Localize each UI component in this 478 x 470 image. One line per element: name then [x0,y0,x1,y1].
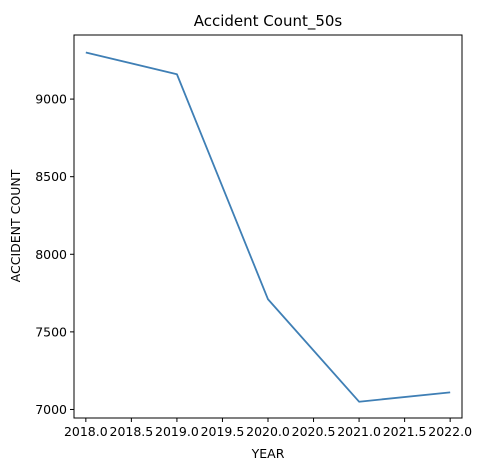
y-axis: 7000 7500 8000 8500 9000 [35,92,74,417]
y-axis-label: ACCIDENT COUNT [8,169,23,282]
y-tick-label: 7000 [35,402,67,417]
x-tick-label: 2021.0 [337,424,381,439]
x-tick-label: 2019.5 [201,424,245,439]
x-axis: 2018.0 2018.5 2019.0 2019.5 2020.0 2020.5 2021… [64,418,472,439]
y-tick-label: 8000 [35,247,67,262]
x-tick-label: 2022.0 [428,424,472,439]
x-tick-label: 2019.0 [155,424,199,439]
x-axis-label: YEAR [251,446,285,461]
x-tick-label: 2018.0 [64,424,108,439]
y-tick-label: 9000 [35,92,67,107]
plot-area [85,51,451,403]
x-tick-label: 2021.5 [383,424,427,439]
x-tick-label: 2020.0 [246,424,290,439]
chart-title: Accident Count_50s [194,12,343,31]
y-tick-label: 7500 [35,324,67,339]
y-tick-label: 8500 [35,169,67,184]
x-tick-label: 2020.5 [292,424,336,439]
x-tick-label: 2018.5 [110,424,154,439]
